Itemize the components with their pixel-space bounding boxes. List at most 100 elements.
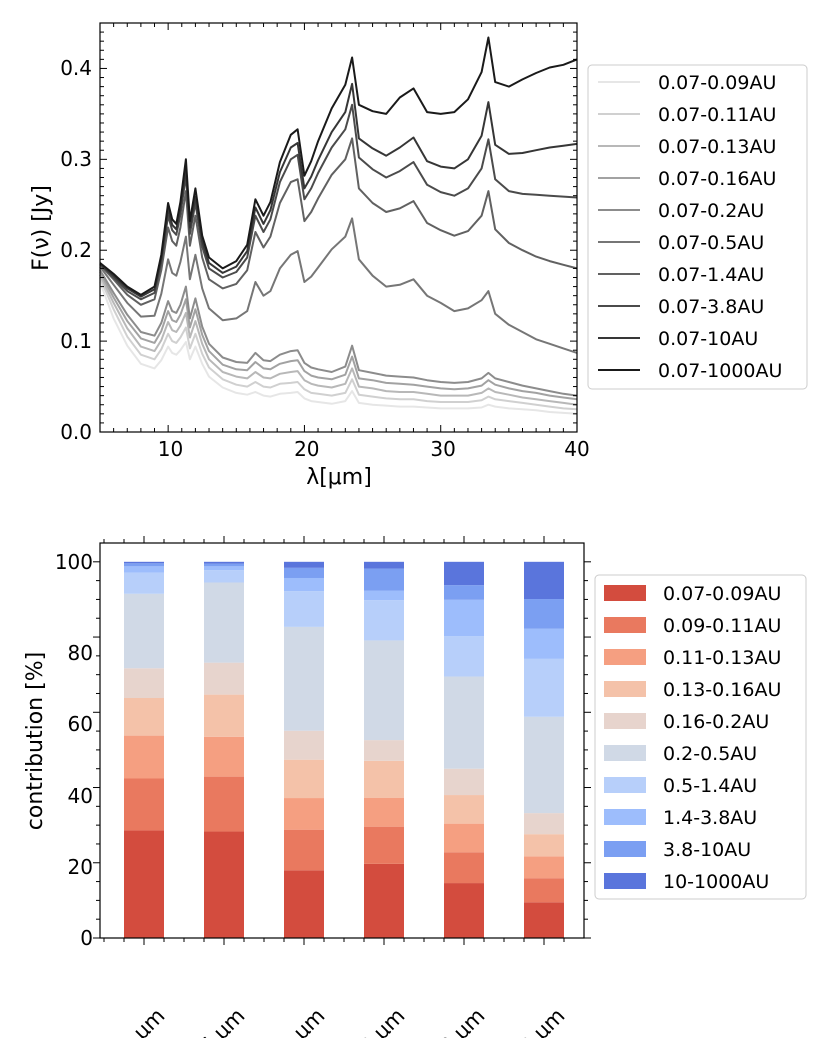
line-series-3 (99, 274, 578, 406)
bar-legend-swatch (604, 585, 646, 601)
bar-segment (284, 626, 324, 731)
bar-category-label: 33 μm (505, 1004, 570, 1038)
bar-segment (204, 582, 244, 663)
bar-category-label: 28 μm (425, 1004, 490, 1038)
bar-segment (124, 668, 164, 698)
bar-tick-marks (93, 536, 591, 945)
bar-segment (524, 658, 564, 717)
bar-legend-label: 0.13-0.16AU (663, 679, 781, 701)
bar-legend-swatch (604, 617, 646, 633)
bar-segment (284, 730, 324, 760)
bar-segment (364, 600, 404, 641)
line-legend-label: 0.07-1000AU (658, 360, 782, 382)
bar-plot-area (100, 543, 584, 938)
line-legend-label: 0.07-0.11AU (658, 104, 776, 126)
bar-segment (204, 561, 244, 564)
bar-segment (444, 883, 484, 938)
bar-category-label: 23 μm (345, 1004, 410, 1038)
line-ytick-label: 0.3 (60, 147, 92, 171)
line-ytick-label: 0.1 (60, 329, 92, 353)
bar-segment (124, 566, 164, 573)
bar-legend-label: 0.2-0.5AU (663, 743, 757, 765)
bar-segment (364, 568, 404, 591)
line-ytick-label: 0.0 (60, 420, 92, 444)
bar-ytick-label: 20 (68, 855, 93, 879)
bar-legend-label: 10-1000AU (663, 871, 769, 893)
bar-segment (524, 902, 564, 938)
bar-legend-swatch (604, 713, 646, 729)
bar-segment (524, 878, 564, 903)
line-series-4 (99, 271, 578, 401)
line-legend-label: 0.07-10AU (658, 328, 758, 350)
bar-ytick-label: 80 (68, 641, 93, 665)
bar-segment (444, 676, 484, 769)
bar-segment (364, 640, 404, 741)
bar-ytick-label: 0 (80, 926, 93, 950)
bar-segment (364, 740, 404, 761)
line-series-group (99, 36, 578, 415)
bar-segment (444, 561, 484, 586)
line-series-7 (99, 137, 578, 306)
bar-category-label: 10 μm (105, 1004, 170, 1038)
bar-segment (524, 561, 564, 600)
bar-legend-label: 0.16-0.2AU (663, 711, 769, 733)
bar-segment (124, 778, 164, 831)
bar-segment (284, 870, 324, 938)
bar-legend-swatch (604, 809, 646, 825)
bar-segment (204, 570, 244, 583)
line-series-9 (99, 82, 578, 298)
bar-segment (204, 563, 244, 567)
line-chart: 10 20 30 40 0.0 0.1 0.2 0.3 0.4 λ[μm] F(… (29, 22, 808, 490)
bar-legend-swatch (604, 745, 646, 761)
line-legend-label: 0.07-0.2AU (658, 200, 764, 222)
bar-segment (444, 636, 484, 677)
line-xtick-label: 10 (158, 437, 183, 461)
bar-segment (524, 599, 564, 629)
bar-segment (124, 572, 164, 594)
line-ytick-label: 0.4 (60, 56, 92, 80)
bar-segment (524, 628, 564, 659)
bar-segment (284, 567, 324, 578)
bar-segment (364, 826, 404, 864)
bar-legend-label: 0.07-0.09AU (663, 583, 781, 605)
bar-segment (204, 736, 244, 777)
bar-plot-frame (99, 542, 585, 939)
line-ytick-label: 0.2 (60, 238, 92, 262)
line-legend-label: 0.07-0.16AU (658, 168, 776, 190)
bar-segment (284, 759, 324, 799)
bar-segment (204, 662, 244, 695)
bar-segment (124, 830, 164, 938)
bar-segment (284, 577, 324, 592)
line-legend-label: 0.07-1.4AU (658, 264, 764, 286)
line-xtick-label: 40 (564, 437, 589, 461)
bar-segment (284, 798, 324, 830)
bar-segment (204, 776, 244, 832)
bar-segment (444, 768, 484, 796)
bar-segment (364, 590, 404, 601)
bar-segment (124, 735, 164, 779)
line-plot-frame (99, 22, 578, 433)
bar-ytick-label: 60 (68, 712, 93, 736)
line-xtick-label: 30 (430, 437, 455, 461)
bar-segment (444, 599, 484, 637)
bar-segment (364, 561, 404, 569)
bar-segment (284, 829, 324, 871)
bar-segment (364, 797, 404, 827)
bar-segment (524, 813, 564, 835)
line-legend-frame (587, 64, 808, 390)
bar-legend-swatch (604, 649, 646, 665)
bar-segment (124, 563, 164, 567)
line-series-5 (99, 269, 578, 397)
bar-segment (124, 593, 164, 669)
bar-segment (204, 694, 244, 737)
bar-segment (204, 831, 244, 938)
line-legend: 0.07-0.09AU 0.07-0.11AU 0.07-0.13AU 0.07-0.… (587, 64, 808, 390)
bar-legend-label: 0.11-0.13AU (663, 647, 781, 669)
line-series-2 (99, 277, 578, 411)
bar-segments-group (124, 561, 564, 938)
line-legend-label: 0.07-0.09AU (658, 72, 776, 94)
bar-segment (284, 591, 324, 627)
bar-segment (524, 716, 564, 814)
bar-segment (364, 760, 404, 798)
